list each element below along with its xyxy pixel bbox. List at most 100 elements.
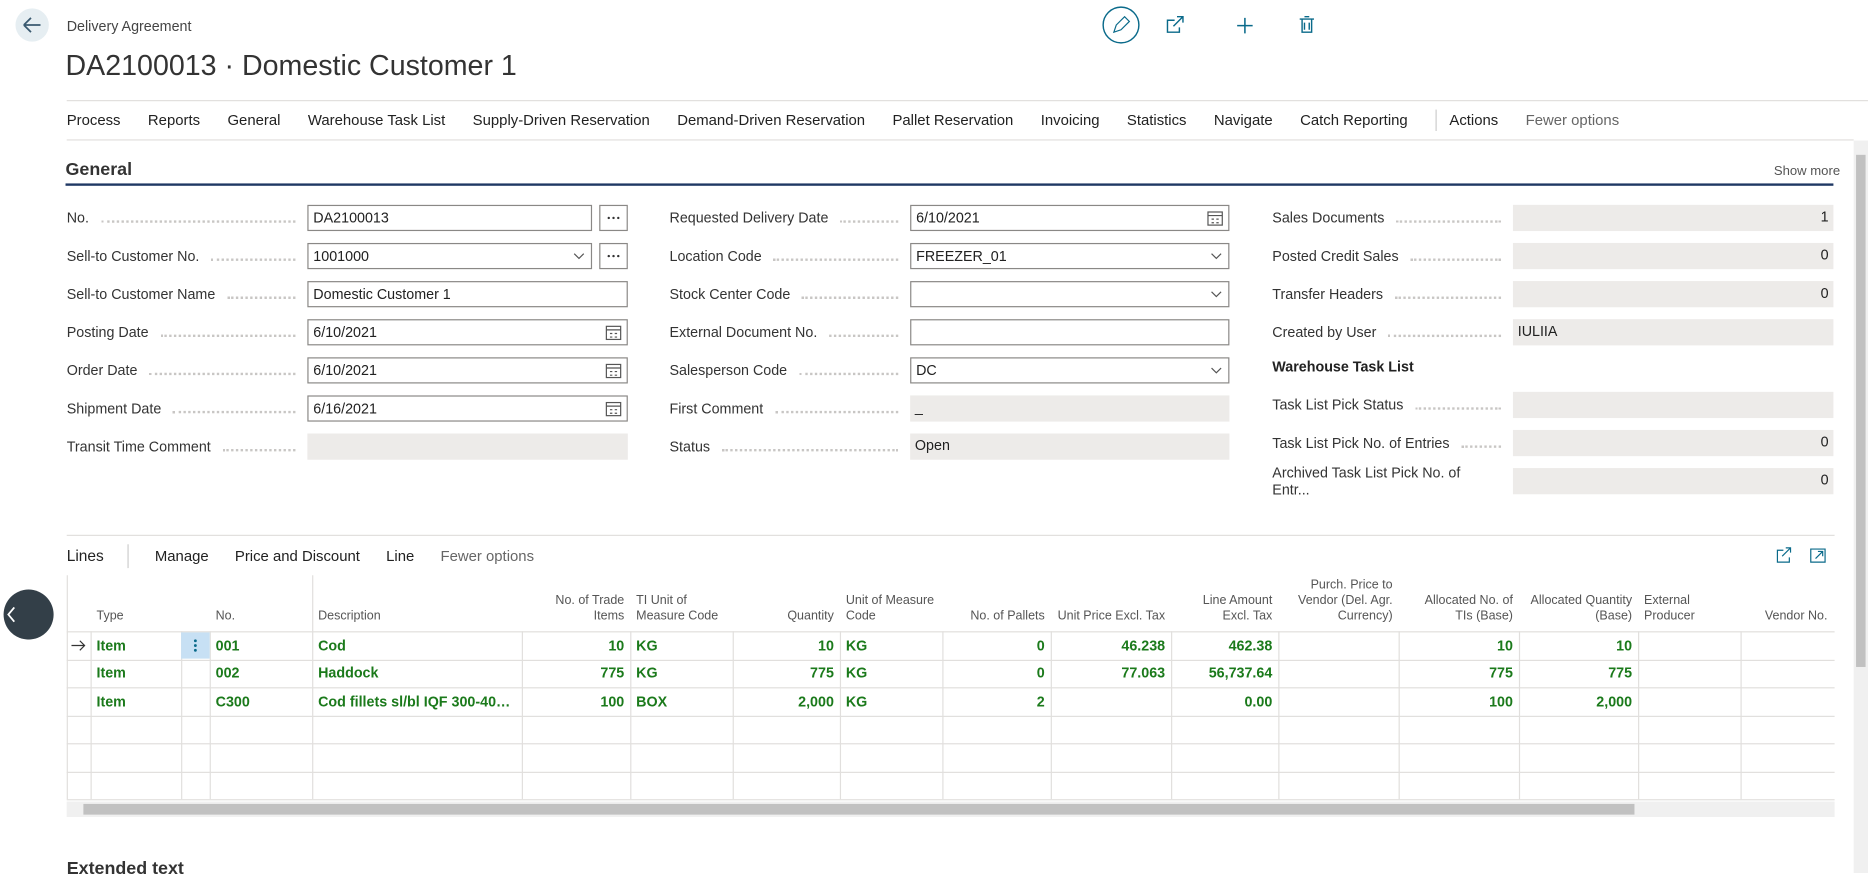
breadcrumb: Delivery Agreement xyxy=(66,17,192,35)
lines-icons[interactable] xyxy=(1775,545,1827,564)
field-input[interactable]: FREEZER_01 xyxy=(910,242,1230,270)
menu-item[interactable]: Catch Reporting xyxy=(1300,111,1408,129)
field-input[interactable]: 6/16/2021 xyxy=(307,395,628,422)
table-cell: 2,000 xyxy=(798,693,834,710)
field-label: Task List Pick No. of Entries xyxy=(1272,434,1508,453)
ellipsis-icon[interactable] xyxy=(604,208,623,227)
label-text: Task List Pick No. of Entries xyxy=(1272,434,1450,452)
dropdown-icon[interactable] xyxy=(1207,361,1226,380)
menu-item[interactable]: General xyxy=(227,111,281,129)
field-input[interactable] xyxy=(910,319,1230,346)
field-value: Open xyxy=(914,437,950,454)
column-header[interactable]: Type xyxy=(96,608,124,623)
menu-item[interactable]: Navigate xyxy=(1213,111,1273,129)
field-label: Location Code xyxy=(670,247,906,266)
field-input[interactable]: Domestic Customer 1 xyxy=(307,281,628,308)
column-header[interactable]: Unit Price Excl. Tax xyxy=(1057,608,1166,623)
column-header[interactable]: Description xyxy=(318,608,381,623)
table-cell: KG xyxy=(845,664,868,682)
tab[interactable]: Fewer options xyxy=(440,547,535,565)
tab[interactable]: Manage xyxy=(154,547,209,565)
menu-item[interactable]: Demand-Driven Reservation xyxy=(677,111,866,129)
column-header[interactable]: External Producer xyxy=(1643,593,1695,623)
column-header[interactable]: Vendor No. xyxy=(1764,608,1828,623)
menu-item[interactable]: Supply-Driven Reservation xyxy=(472,111,650,129)
h-scrollbar[interactable] xyxy=(66,801,1835,818)
table-cell: Haddock xyxy=(318,664,379,682)
leader xyxy=(1461,438,1502,448)
calendar-icon[interactable] xyxy=(604,399,623,418)
field-label: Status xyxy=(670,437,906,456)
field-input[interactable]: 1001000 xyxy=(307,242,593,270)
calendar-icon[interactable] xyxy=(1206,208,1225,227)
field-value: 0 xyxy=(1820,246,1829,264)
field-label: Transit Time Comment xyxy=(67,437,303,456)
current-row-arrow[interactable] xyxy=(69,636,88,655)
grid-line xyxy=(1278,631,1280,800)
menu-item[interactable]: Pallet Reservation xyxy=(892,111,1014,129)
column-header[interactable]: Purch. Price to Vendor (Del. Agr. Curren… xyxy=(1298,577,1393,623)
show-more[interactable]: Show more xyxy=(1773,164,1841,179)
label-text: First Comment xyxy=(669,400,764,417)
row-menu-icon[interactable] xyxy=(186,636,205,655)
column-header[interactable]: No. xyxy=(215,608,236,623)
tab[interactable]: Line xyxy=(386,547,415,565)
table-cell: 100 xyxy=(600,693,625,710)
tab[interactable]: Price and Discount xyxy=(234,547,360,565)
column-header[interactable]: No. of Trade Items xyxy=(555,593,625,623)
menu-item[interactable]: Invoicing xyxy=(1040,111,1100,129)
field-input[interactable]: 6/10/2021 xyxy=(307,319,628,346)
field-input[interactable]: DA2100013 xyxy=(307,204,593,232)
field-input: 1 xyxy=(1512,204,1834,232)
dropdown-icon[interactable] xyxy=(1207,247,1226,266)
toolbar-icons[interactable] xyxy=(1102,6,1328,46)
menu-item[interactable]: Statistics xyxy=(1126,111,1187,129)
table-cell: 0.00 xyxy=(1244,693,1273,710)
side-panel-button[interactable] xyxy=(0,589,55,640)
fewer-options[interactable]: Fewer options xyxy=(1525,111,1620,129)
extended-text[interactable]: Extended text xyxy=(66,858,184,879)
label-text: Salesperson Code xyxy=(669,362,788,379)
column-header[interactable]: TI Unit of Measure Code xyxy=(636,593,719,623)
column-header[interactable]: Allocated No. of TIs (Base) xyxy=(1424,593,1513,623)
grid-line xyxy=(839,631,842,800)
field-input: 0 xyxy=(1512,281,1834,308)
separator xyxy=(1435,109,1437,132)
label-text: Sales Documents xyxy=(1272,209,1385,227)
calendar-icon[interactable] xyxy=(604,361,623,380)
column-header[interactable]: Line Amount Excl. Tax xyxy=(1202,593,1273,623)
divider xyxy=(66,139,1854,141)
field-value: 6/16/2021 xyxy=(313,400,377,417)
menu-item[interactable]: Reports xyxy=(147,111,201,129)
scrollbar[interactable] xyxy=(1853,140,1868,874)
dropdown-icon[interactable] xyxy=(569,247,588,266)
dropdown-icon[interactable] xyxy=(1207,285,1226,304)
field-input[interactable]: 6/10/2021 xyxy=(910,204,1230,232)
actions-menu[interactable]: Actions xyxy=(1449,111,1499,129)
label-text: Stock Center Code xyxy=(669,285,791,303)
ellipsis-icon[interactable] xyxy=(604,247,623,266)
leader xyxy=(1410,251,1502,261)
column-header[interactable]: No. of Pallets xyxy=(970,608,1045,623)
table-cell: Item xyxy=(96,637,126,654)
column-header[interactable]: Allocated Quantity (Base) xyxy=(1530,593,1633,623)
menu-item[interactable]: Warehouse Task List xyxy=(307,111,446,129)
field-label: Requested Delivery Date xyxy=(670,208,906,227)
column-header[interactable]: Unit of Measure Code xyxy=(845,593,935,623)
calendar-icon[interactable] xyxy=(604,323,623,342)
column-header[interactable]: Quantity xyxy=(787,608,834,623)
field-input[interactable] xyxy=(910,281,1230,308)
menu-item[interactable]: Process xyxy=(66,111,121,129)
table-cell: 002 xyxy=(215,664,240,682)
label-text: Requested Delivery Date xyxy=(669,209,829,227)
table-cell: Item xyxy=(96,664,126,682)
grid-line xyxy=(90,631,92,800)
label-text: Posted Credit Sales xyxy=(1272,247,1399,265)
field-input[interactable]: 6/10/2021 xyxy=(307,357,628,384)
field-input: _ xyxy=(910,395,1230,422)
table-cell: KG xyxy=(845,637,868,654)
back-button[interactable] xyxy=(14,7,50,43)
divider xyxy=(66,534,1835,536)
grid-line xyxy=(732,631,734,800)
field-input[interactable]: DC xyxy=(910,357,1230,384)
